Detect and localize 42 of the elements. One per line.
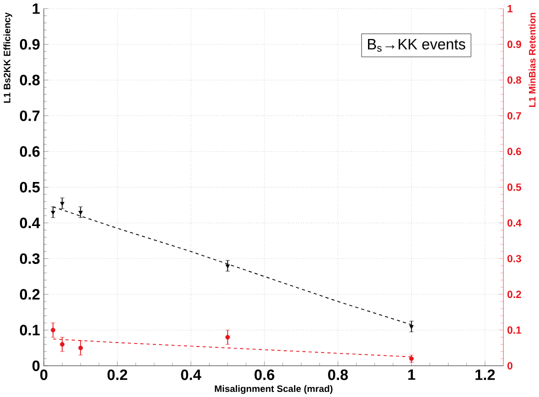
point [225,264,230,268]
y2-tick-label: 0.2 [507,290,522,298]
y2-axis-title: L1 MinBias Retention [528,12,536,107]
y-tick-label: 0.5 [20,182,40,192]
y-tick-label: 0 [32,360,40,371]
y-tick-label: 1 [32,3,40,14]
point [409,324,414,329]
point [50,328,56,332]
y-tick-label: 0.3 [20,253,40,264]
x-tick-label: 0.8 [328,369,348,380]
y2-tick-label: 0.4 [507,219,522,226]
point [60,202,64,206]
x-tick-label: 1 [408,369,416,380]
y2-tick-label: 0.8 [507,76,522,84]
y-tick-label: 0.6 [20,146,40,157]
annotation: B$_{s}$→KK events [368,38,466,52]
x-tick-label: 0.4 [181,369,202,380]
y2-tick-label: 0.7 [507,112,522,120]
y2-tick-label: 0.6 [507,148,522,155]
point [78,210,83,215]
y2-tick-label: 1 [508,4,513,12]
point [78,345,83,350]
y-tick-label: 0.2 [20,288,40,300]
point [225,334,230,340]
y2-tick-label: 0.3 [507,254,522,262]
y-tick-label: 0.9 [20,38,40,50]
y2-tick-label: 0.1 [507,326,522,334]
y-axis-title: L1 Bs2KK Efficiency [3,12,12,103]
y2-tick-label: 0 [507,362,512,370]
point [60,342,65,346]
x-tick-label: 0.6 [254,369,274,380]
point [50,210,56,215]
y-tick-label: 0.7 [20,110,40,121]
y-tick-label: 0.4 [20,217,40,228]
x-tick-label: 1.2 [476,369,495,380]
x-tick-label: 0 [40,369,48,380]
y2-tick-label: 0.9 [507,40,522,48]
y-tick-label: 0.8 [20,74,40,86]
x-axis-title: Misalignment Scale (mrad) [214,384,332,394]
x-tick-label: 0.2 [108,369,128,380]
y-tick-label: 0.1 [20,324,40,336]
y2-tick-label: 0.5 [507,183,522,191]
